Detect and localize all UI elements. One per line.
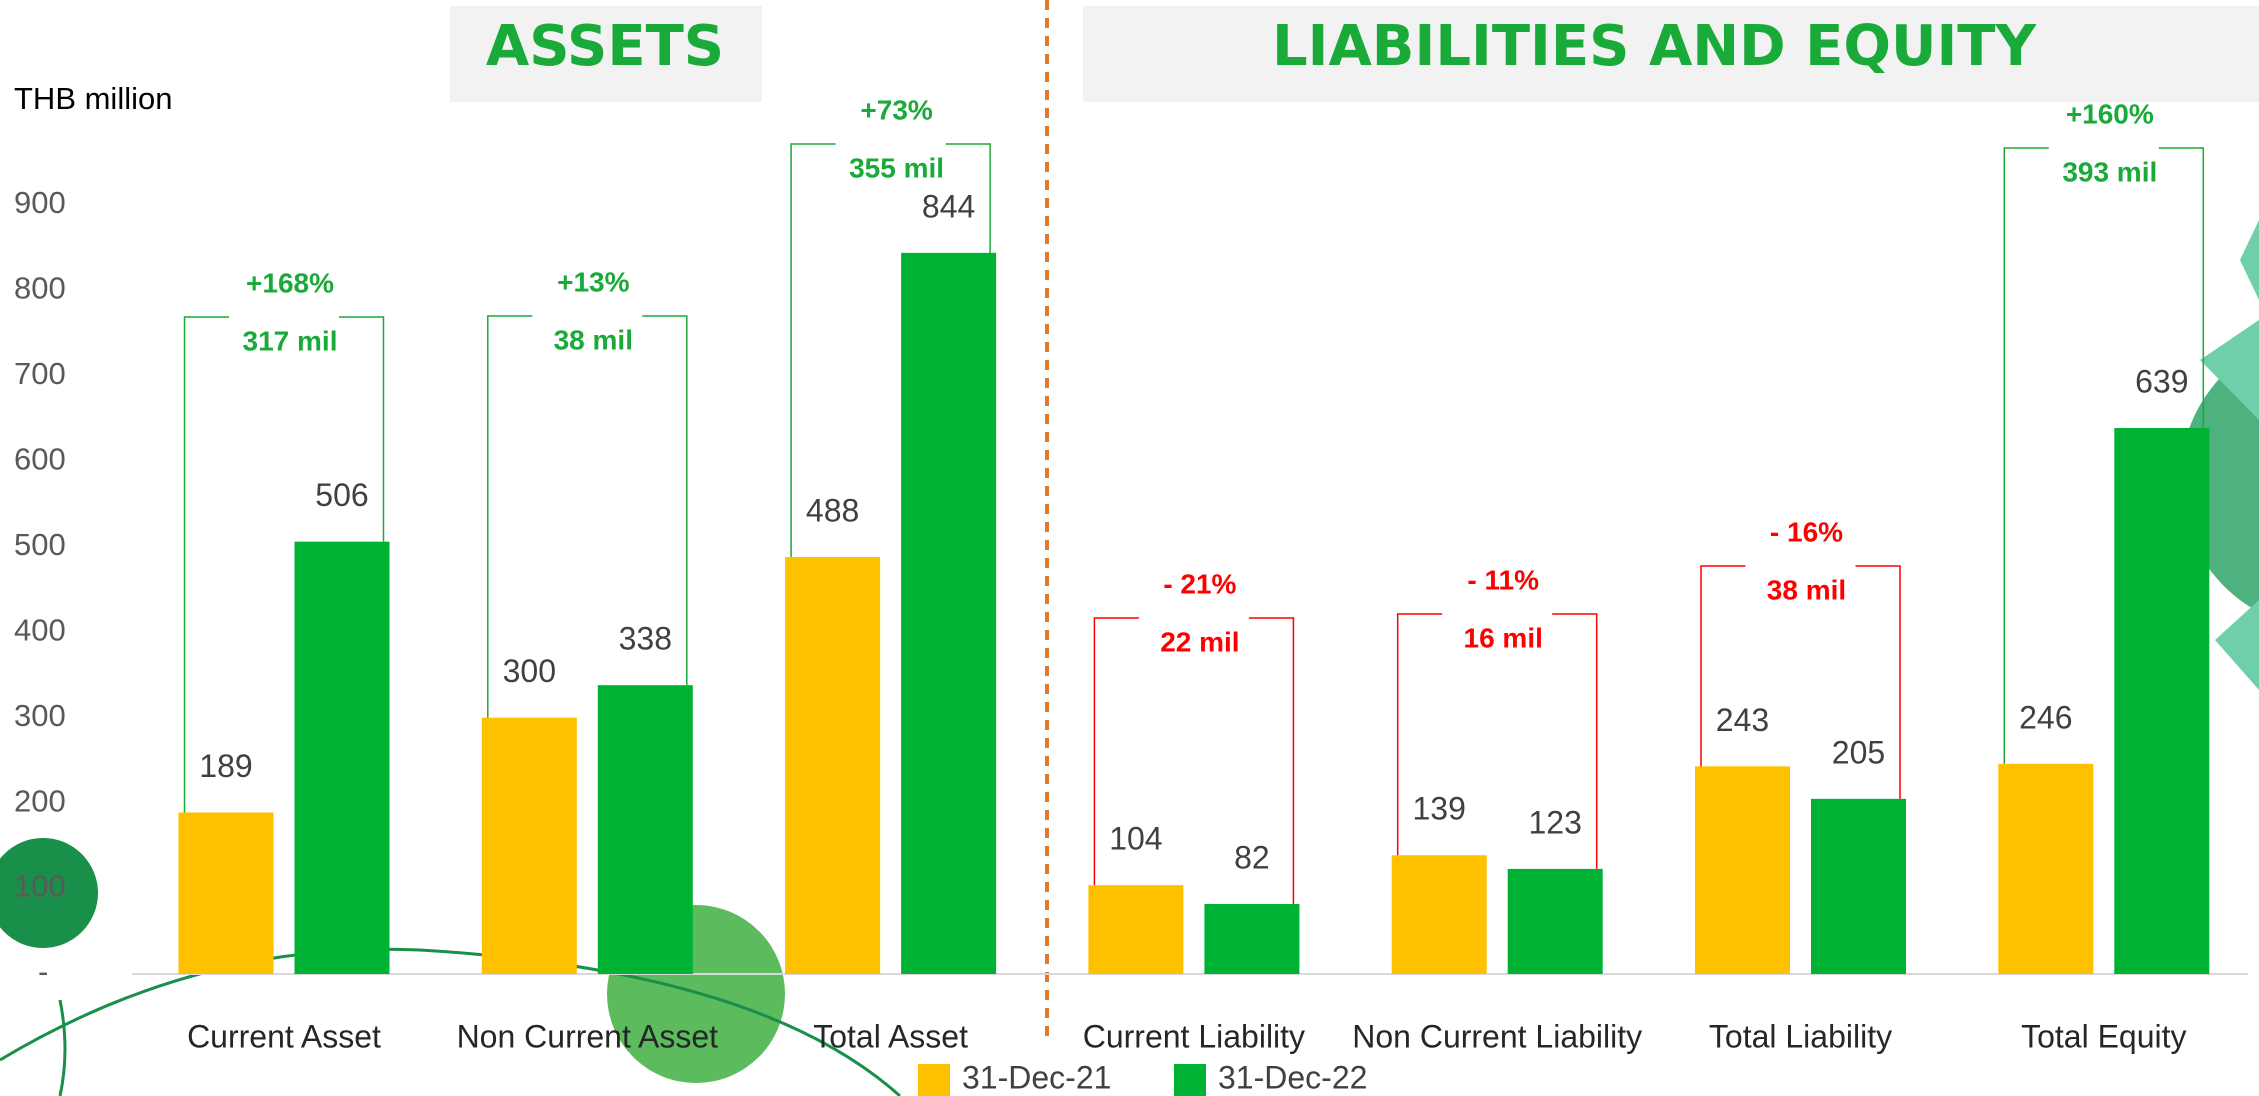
y-axis-label: THB million xyxy=(14,81,172,116)
y-tick-label: 100 xyxy=(14,869,66,904)
x-tick-label: Current Liability xyxy=(1083,1018,1305,1054)
change-label: - 16% xyxy=(1770,516,1843,547)
y-tick-label: 200 xyxy=(14,783,66,818)
section-header: LIABILITIES AND EQUITY xyxy=(1272,14,2038,79)
deco-arc xyxy=(60,1000,65,1096)
amount-label: 38 mil xyxy=(554,324,633,355)
amount-label: 22 mil xyxy=(1160,626,1239,657)
bar xyxy=(598,685,693,974)
bar xyxy=(1695,766,1790,974)
bar xyxy=(482,718,577,974)
legend-label: 31-Dec-21 xyxy=(962,1059,1111,1095)
y-tick-label: 300 xyxy=(14,698,66,733)
y-tick-label: - xyxy=(38,954,48,989)
value-label: 205 xyxy=(1832,734,1885,770)
bar xyxy=(901,253,996,974)
x-tick-label: Non Current Asset xyxy=(457,1018,719,1054)
amount-label: 38 mil xyxy=(1767,574,1846,605)
y-tick-label: 800 xyxy=(14,271,66,306)
value-label: 506 xyxy=(315,477,368,513)
value-label: 189 xyxy=(199,748,252,784)
x-tick-label: Current Asset xyxy=(187,1018,381,1054)
value-label: 123 xyxy=(1529,804,1582,840)
y-tick-label: 600 xyxy=(14,442,66,477)
value-label: 338 xyxy=(619,621,672,657)
bar xyxy=(1392,855,1487,974)
chart: ASSETS LIABILITIES AND EQUITY THB millio… xyxy=(0,0,2259,1096)
legend-label: 31-Dec-22 xyxy=(1218,1059,1367,1095)
amount-label: 16 mil xyxy=(1464,622,1543,653)
y-tick-label: 400 xyxy=(14,612,66,647)
change-label: - 21% xyxy=(1163,568,1236,599)
change-label: - 11% xyxy=(1467,564,1539,595)
legend-swatch xyxy=(1174,1064,1206,1096)
bar xyxy=(179,813,274,974)
value-label: 246 xyxy=(2019,699,2072,735)
value-label: 139 xyxy=(1413,791,1466,827)
x-tick-label: Total Liability xyxy=(1709,1018,1892,1054)
amount-label: 355 mil xyxy=(849,152,944,183)
x-tick-label: Total Asset xyxy=(813,1018,968,1054)
value-label: 104 xyxy=(1109,821,1162,857)
value-label: 488 xyxy=(806,492,859,528)
y-tick-label: 900 xyxy=(14,185,66,220)
value-label: 639 xyxy=(2135,363,2188,399)
amount-label: 393 mil xyxy=(2062,156,2157,187)
bar xyxy=(1088,885,1183,974)
bar xyxy=(295,542,390,974)
change-label: +160% xyxy=(2066,98,2154,129)
x-tick-label: Non Current Liability xyxy=(1352,1018,1642,1054)
bar xyxy=(2114,428,2209,974)
x-tick-label: Total Equity xyxy=(2021,1018,2186,1054)
amount-label: 317 mil xyxy=(243,325,338,356)
y-tick-label: 700 xyxy=(14,356,66,391)
legend-swatch xyxy=(918,1064,950,1096)
bar xyxy=(785,557,880,974)
change-label: +73% xyxy=(860,94,932,125)
bar xyxy=(1998,764,2093,974)
change-label: +168% xyxy=(246,267,334,298)
value-label: 243 xyxy=(1716,702,1769,738)
value-label: 82 xyxy=(1234,839,1270,875)
bar xyxy=(1204,904,1299,974)
section-header: ASSETS xyxy=(486,14,724,79)
y-tick-label: 500 xyxy=(14,527,66,562)
bar xyxy=(1811,799,1906,974)
value-label: 300 xyxy=(503,653,556,689)
change-label: +13% xyxy=(557,266,629,297)
bar xyxy=(1508,869,1603,974)
value-label: 844 xyxy=(922,188,975,224)
